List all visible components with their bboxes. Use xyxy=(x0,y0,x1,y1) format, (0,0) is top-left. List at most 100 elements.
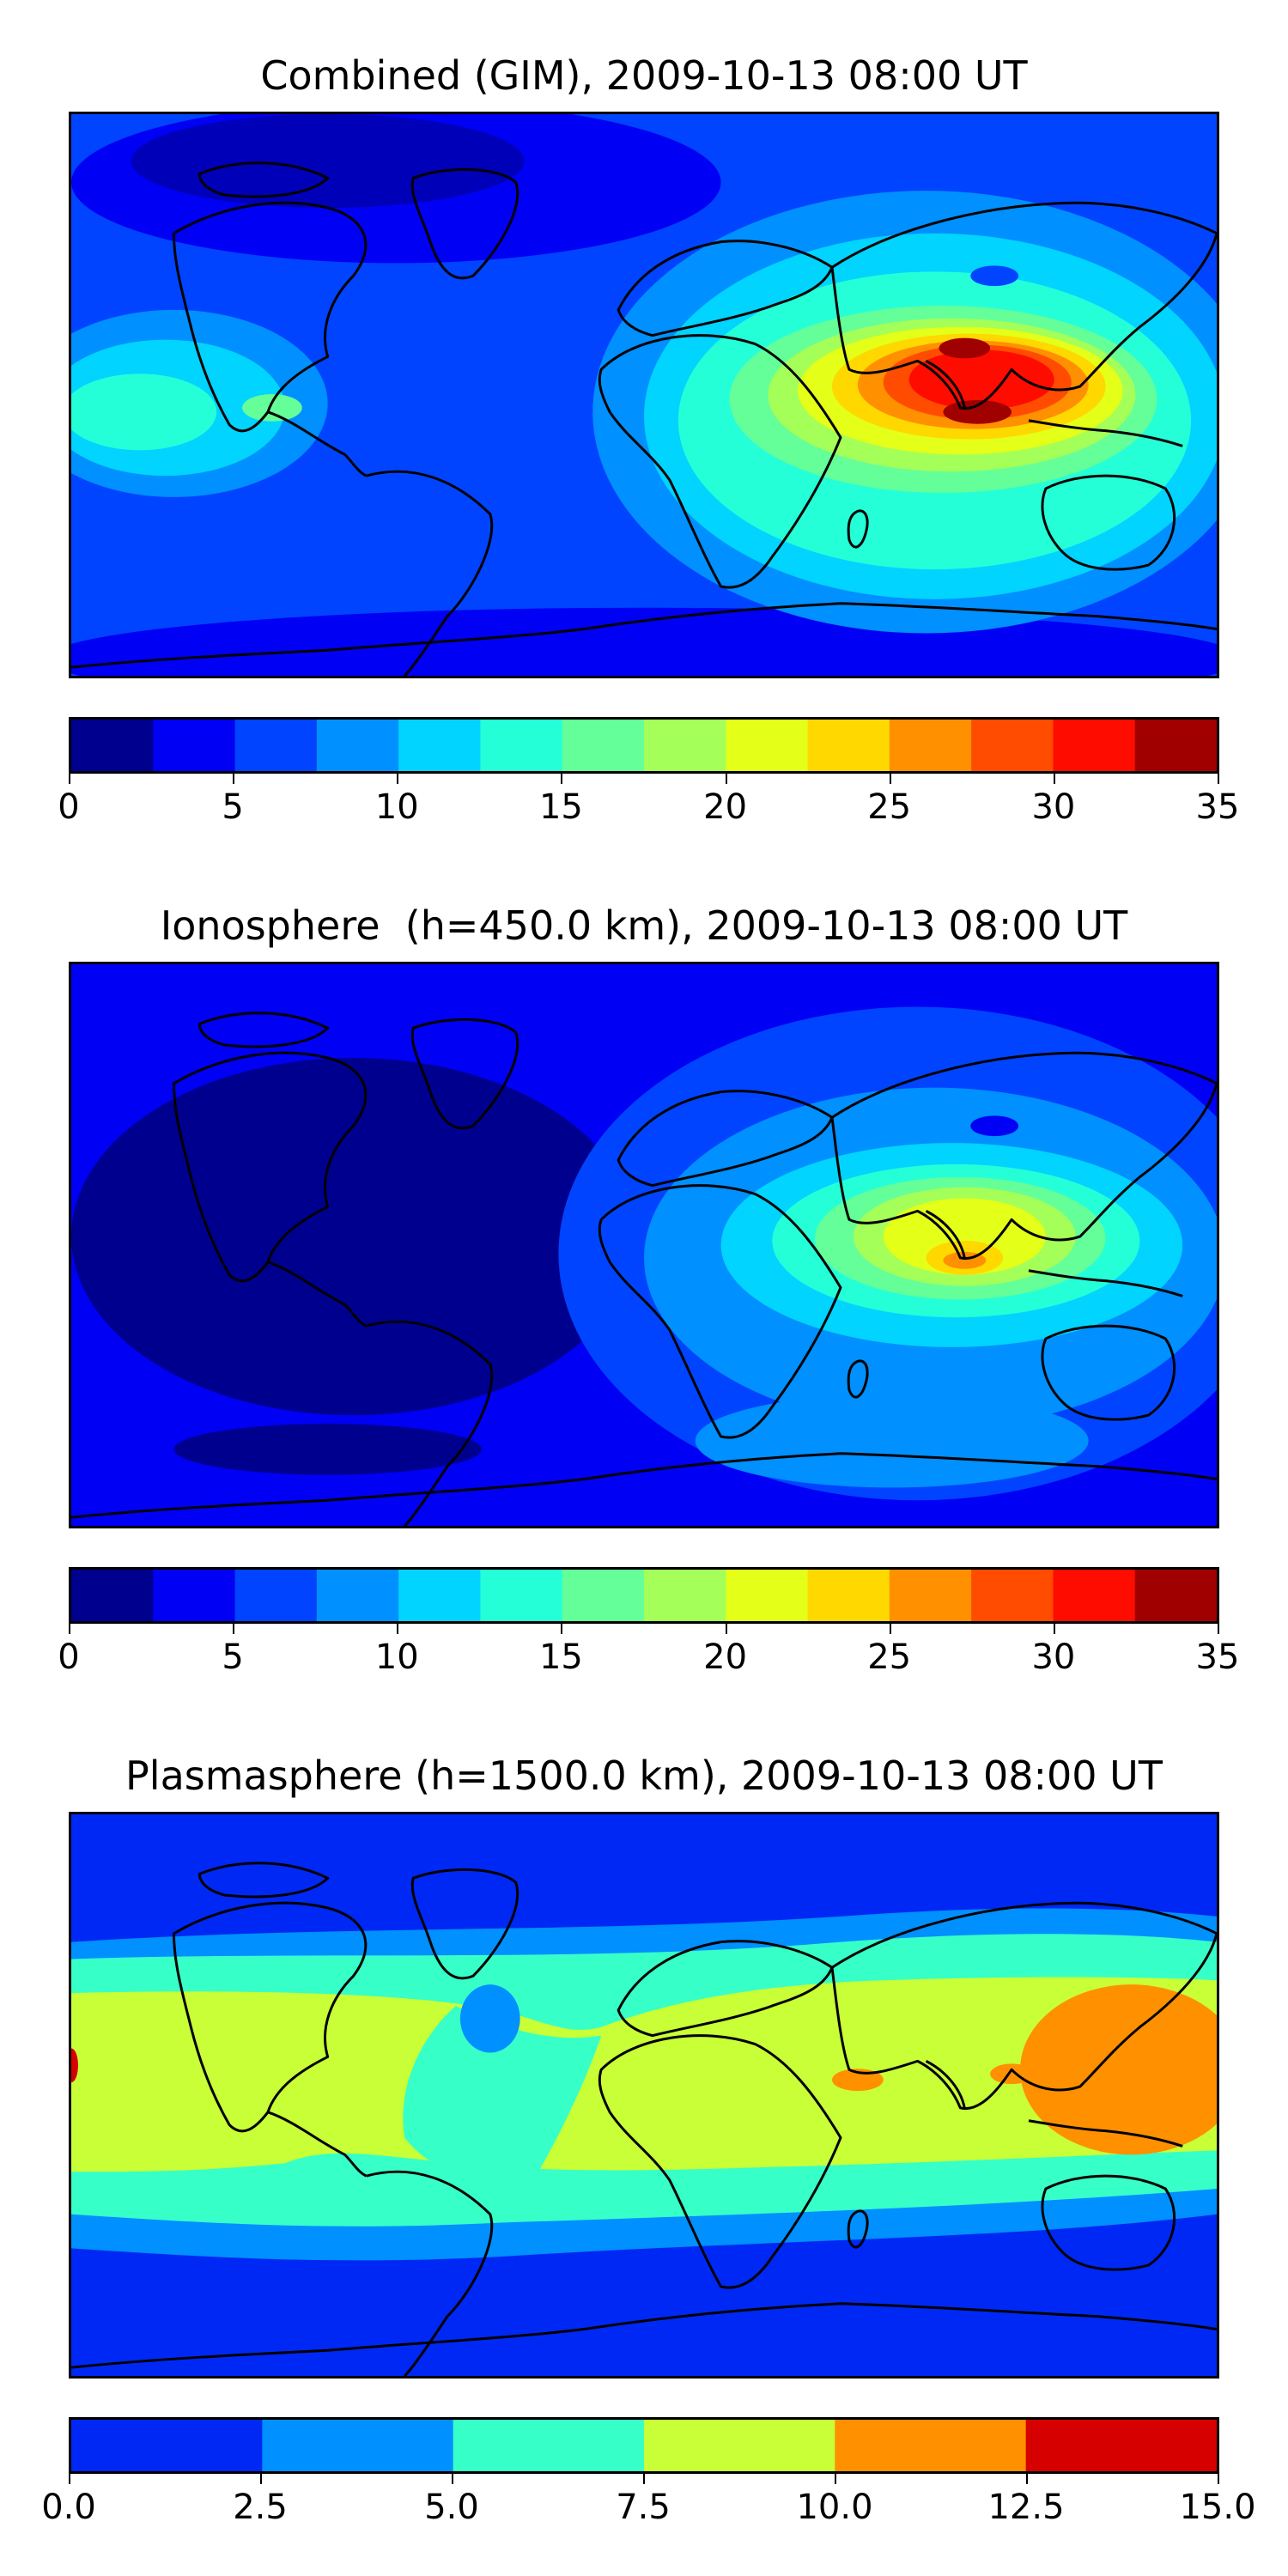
colorbar-segment xyxy=(316,1570,399,1621)
colorbar-segment xyxy=(153,720,236,771)
field-level-10-spot-a xyxy=(832,2069,884,2092)
colorbar-tick xyxy=(397,1624,399,1634)
colorbar-segment xyxy=(1053,720,1136,771)
colorbar-tick xyxy=(1053,1624,1055,1634)
colorbar-segment xyxy=(889,720,972,771)
field-level-20-day xyxy=(883,1198,1046,1275)
field-level-5-americas xyxy=(403,2005,602,2183)
colorbar-tick xyxy=(397,774,399,784)
map-combined xyxy=(69,112,1219,678)
colorbar-segment xyxy=(1025,2420,1217,2471)
colorbar-tick xyxy=(725,774,727,784)
chart-title-ionosphere: Ionosphere (h=450.0 km), 2009-10-13 08:0… xyxy=(160,902,1128,949)
colorbar-tick xyxy=(233,1624,235,1634)
colorbar-tick-label: 25 xyxy=(867,1637,912,1677)
colorbar-segment xyxy=(71,2420,263,2471)
colorbar-segment xyxy=(234,720,318,771)
colorbar-tick xyxy=(1218,774,1219,784)
colorbar-segment xyxy=(807,720,890,771)
colorbar-ticks-combined: 0 5 10 15 20 25 30 35 xyxy=(58,774,1239,827)
colorbar-segment xyxy=(644,1570,726,1621)
colorbar-combined xyxy=(69,717,1219,774)
field-level-7-5-south xyxy=(695,1394,1089,1488)
colorbar-tick xyxy=(1026,2474,1028,2484)
colorbar-tick xyxy=(1218,2474,1219,2484)
colorbar-tick xyxy=(561,1624,563,1634)
field-level-2-5-spot xyxy=(970,1115,1019,1137)
colorbar-segment xyxy=(453,2420,645,2471)
colorbar-ticks-ionosphere: 0 5 10 15 20 25 30 35 xyxy=(58,1624,1239,1677)
colorbar-segment xyxy=(1134,720,1217,771)
colorbar-segment xyxy=(316,720,399,771)
colorbar-tick-label: 0 xyxy=(58,1637,80,1677)
field-level-32-5-south-crest xyxy=(943,399,1012,424)
colorbar-tick xyxy=(452,2474,453,2484)
colorbar-tick-label: 10 xyxy=(374,1637,419,1677)
colorbar-tick xyxy=(643,2474,645,2484)
field-level-0-south xyxy=(173,1424,482,1475)
colorbar-tick xyxy=(835,2474,836,2484)
colorbar-segment xyxy=(71,1570,154,1621)
colorbar-segment xyxy=(562,1570,645,1621)
map-plasmasphere xyxy=(69,1812,1219,2379)
colorbar-tick-label: 30 xyxy=(1031,1637,1076,1677)
colorbar-tick-label: 10 xyxy=(374,787,419,827)
colorbar-segment xyxy=(1134,1570,1217,1621)
colorbar-segment xyxy=(71,720,154,771)
colorbar-tick-label: 0.0 xyxy=(41,2488,96,2527)
colorbar-tick-label: 15 xyxy=(538,787,583,827)
colorbar-segment xyxy=(807,1570,890,1621)
colorbar-segment xyxy=(398,720,482,771)
field-level-2-5-north-inner xyxy=(131,114,525,208)
colorbar-tick xyxy=(69,1624,70,1634)
colorbar-tick-label: 5.0 xyxy=(424,2488,479,2527)
field-level-30-day xyxy=(908,349,1054,410)
colorbar-tick xyxy=(561,774,563,784)
colorbar-tick-label: 5 xyxy=(222,1637,244,1677)
colorbar-segment xyxy=(726,1570,809,1621)
field-level-2-5-spot xyxy=(970,265,1019,287)
colorbar-segment xyxy=(971,720,1054,771)
colorbar-tick-label: 12.5 xyxy=(987,2488,1065,2527)
chart-title-plasmasphere: Plasmasphere (h=1500.0 km), 2009-10-13 0… xyxy=(125,1753,1163,1799)
colorbar-tick-label: 25 xyxy=(867,787,912,827)
colorbar-segment xyxy=(234,1570,318,1621)
field-level-0-night xyxy=(71,1058,636,1416)
map-ionosphere xyxy=(69,962,1219,1528)
colorbar-tick xyxy=(889,1624,891,1634)
colorbar-segment xyxy=(562,720,645,771)
colorbar-tick-label: 0 xyxy=(58,787,80,827)
colorbar-segment xyxy=(480,720,563,771)
colorbar-segment xyxy=(971,1570,1054,1621)
colorbar-segment xyxy=(1053,1570,1136,1621)
field-level-10-pacific xyxy=(1020,1984,1217,2155)
colorbar-segment xyxy=(262,2420,454,2471)
colorbar-segment xyxy=(480,1570,563,1621)
colorbar-tick xyxy=(725,1624,727,1634)
colorbar-segment xyxy=(835,2420,1027,2471)
colorbar-tick-label: 7.5 xyxy=(616,2488,671,2527)
colorbar-tick xyxy=(1218,1624,1219,1634)
colorbar-segment xyxy=(398,1570,482,1621)
field-level-15-pacific xyxy=(242,394,302,422)
colorbar-tick-label: 10.0 xyxy=(796,2488,873,2527)
colorbar-segment xyxy=(153,1570,236,1621)
colorbar-tick-label: 20 xyxy=(703,787,748,827)
field-level-7-5-band xyxy=(71,1977,1217,2172)
field-level-2-5-notch xyxy=(459,1984,520,2053)
colorbar-tick-label: 5 xyxy=(222,787,244,827)
field-level-12-5-pacific xyxy=(71,374,217,451)
colorbar-tick xyxy=(260,2474,262,2484)
colorbar-segment xyxy=(644,720,726,771)
colorbar-tick xyxy=(69,774,70,784)
colorbar-ticks-plasmasphere: 0.0 2.5 5.0 7.5 10.0 12.5 15.0 xyxy=(41,2474,1256,2527)
colorbar-tick-label: 15 xyxy=(538,1637,583,1677)
colorbar-ionosphere xyxy=(69,1567,1219,1624)
colorbar-tick xyxy=(233,774,235,784)
colorbar-tick xyxy=(1053,774,1055,784)
colorbar-tick xyxy=(889,774,891,784)
field-level-12-5-edge xyxy=(71,2048,78,2083)
colorbar-tick-label: 15.0 xyxy=(1179,2488,1256,2527)
colorbar-tick-label: 30 xyxy=(1031,787,1076,827)
field-level-32-5-north-crest xyxy=(939,337,991,359)
